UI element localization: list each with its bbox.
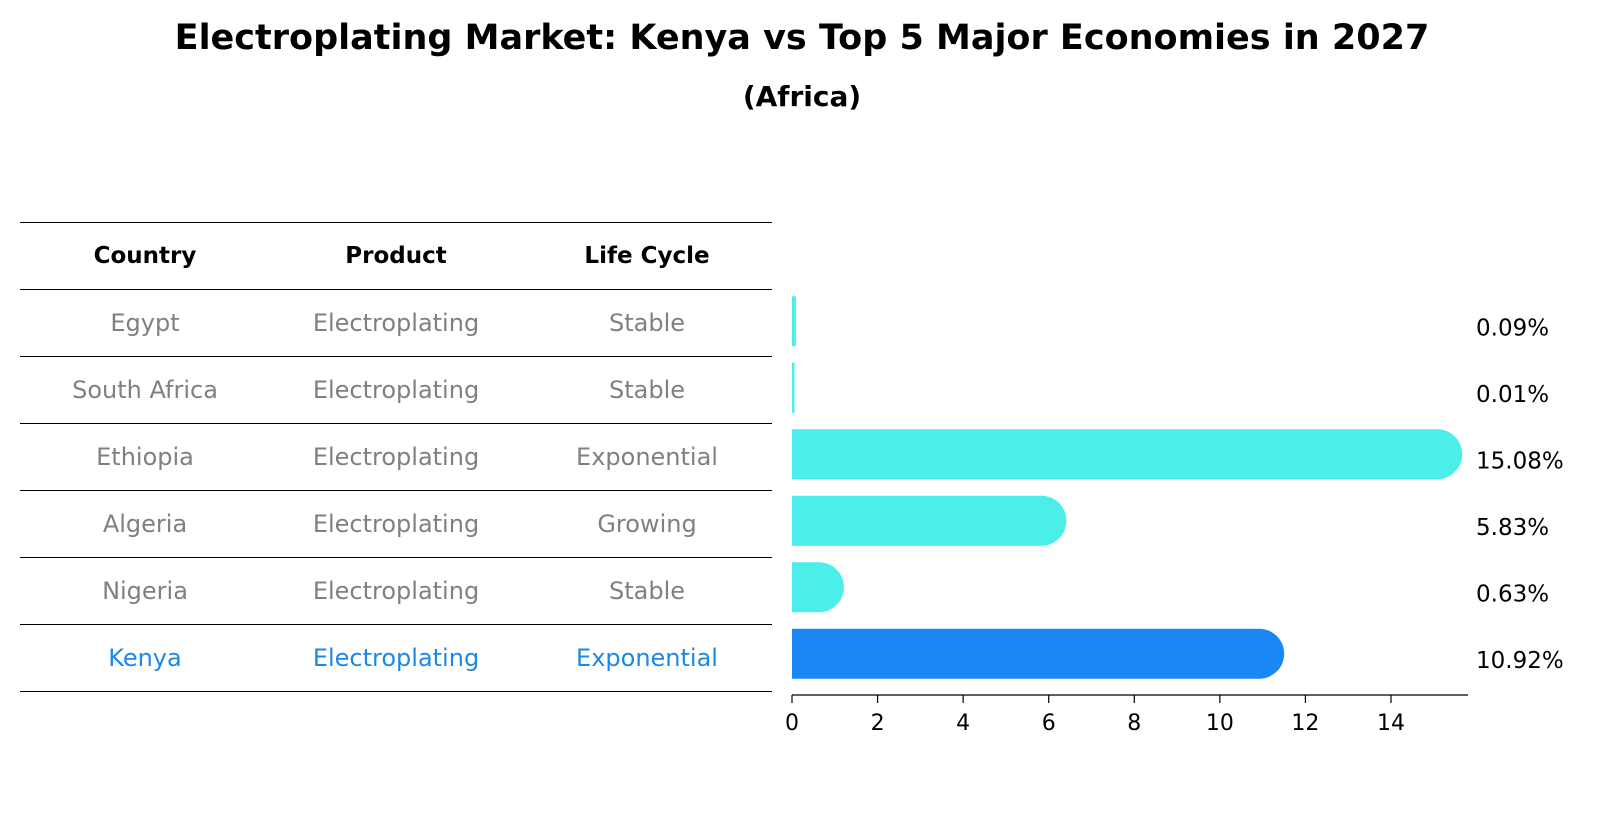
- data-table: Country Product Life Cycle Egypt Electro…: [20, 222, 772, 692]
- cell-product: Electroplating: [312, 376, 480, 404]
- table-row-highlight: Kenya Electroplating Exponential: [20, 624, 772, 692]
- cell-life-cycle: Stable: [608, 577, 686, 605]
- chart-subtitle: (Africa): [742, 80, 862, 113]
- bar-egypt: [792, 296, 796, 347]
- x-tick-label: 10: [1206, 711, 1234, 736]
- cell-product: Electroplating: [312, 510, 480, 538]
- cell-country: South Africa: [72, 376, 218, 404]
- x-tick-label: 12: [1291, 711, 1319, 736]
- table-row: Algeria Electroplating Growing: [20, 490, 772, 557]
- x-tick-label: 8: [1127, 711, 1141, 736]
- bar-kenya: [792, 628, 1285, 679]
- value-label: 5.83%: [1476, 515, 1549, 541]
- cell-country: Ethiopia: [96, 443, 194, 471]
- cell-country: Algeria: [102, 510, 188, 538]
- bar-algeria: [792, 495, 1067, 546]
- value-label: 10.92%: [1476, 648, 1564, 674]
- cell-product: Electroplating: [312, 577, 480, 605]
- x-tick-label: 14: [1377, 711, 1405, 736]
- cell-product: Electroplating: [312, 644, 480, 672]
- cell-life-cycle: Stable: [608, 376, 686, 404]
- x-tick-label: 4: [956, 711, 970, 736]
- value-label: 0.01%: [1476, 382, 1549, 408]
- value-label: 15.08%: [1476, 448, 1564, 474]
- bar-south-africa: [792, 362, 795, 413]
- table-row: Nigeria Electroplating Stable: [20, 557, 772, 624]
- x-tick-label: 2: [871, 711, 885, 736]
- value-label: 0.09%: [1476, 315, 1549, 341]
- cell-life-cycle: Exponential: [576, 644, 718, 672]
- value-label: 0.63%: [1476, 581, 1549, 607]
- table-row: South Africa Electroplating Stable: [20, 356, 772, 423]
- bar-nigeria: [792, 562, 844, 613]
- x-tick-label: 0: [785, 711, 799, 736]
- cell-life-cycle: Growing: [597, 510, 697, 538]
- cell-country: Nigeria: [102, 577, 188, 605]
- bar-ethiopia: [792, 429, 1463, 480]
- table-row: Ethiopia Electroplating Exponential: [20, 423, 772, 490]
- cell-country: Kenya: [108, 644, 182, 672]
- header-life-cycle: Life Cycle: [584, 243, 710, 269]
- cell-life-cycle: Stable: [608, 309, 686, 337]
- cell-product: Electroplating: [312, 443, 480, 471]
- cell-life-cycle: Exponential: [576, 443, 718, 471]
- header-country: Country: [93, 243, 197, 269]
- cell-country: Egypt: [110, 309, 180, 337]
- chart-title: Electroplating Market: Kenya vs Top 5 Ma…: [174, 18, 1430, 58]
- table-header-row: Country Product Life Cycle: [20, 222, 772, 289]
- cell-product: Electroplating: [312, 309, 480, 337]
- x-tick-label: 6: [1042, 711, 1056, 736]
- table-row: Egypt Electroplating Stable: [20, 289, 772, 356]
- header-product: Product: [345, 243, 447, 269]
